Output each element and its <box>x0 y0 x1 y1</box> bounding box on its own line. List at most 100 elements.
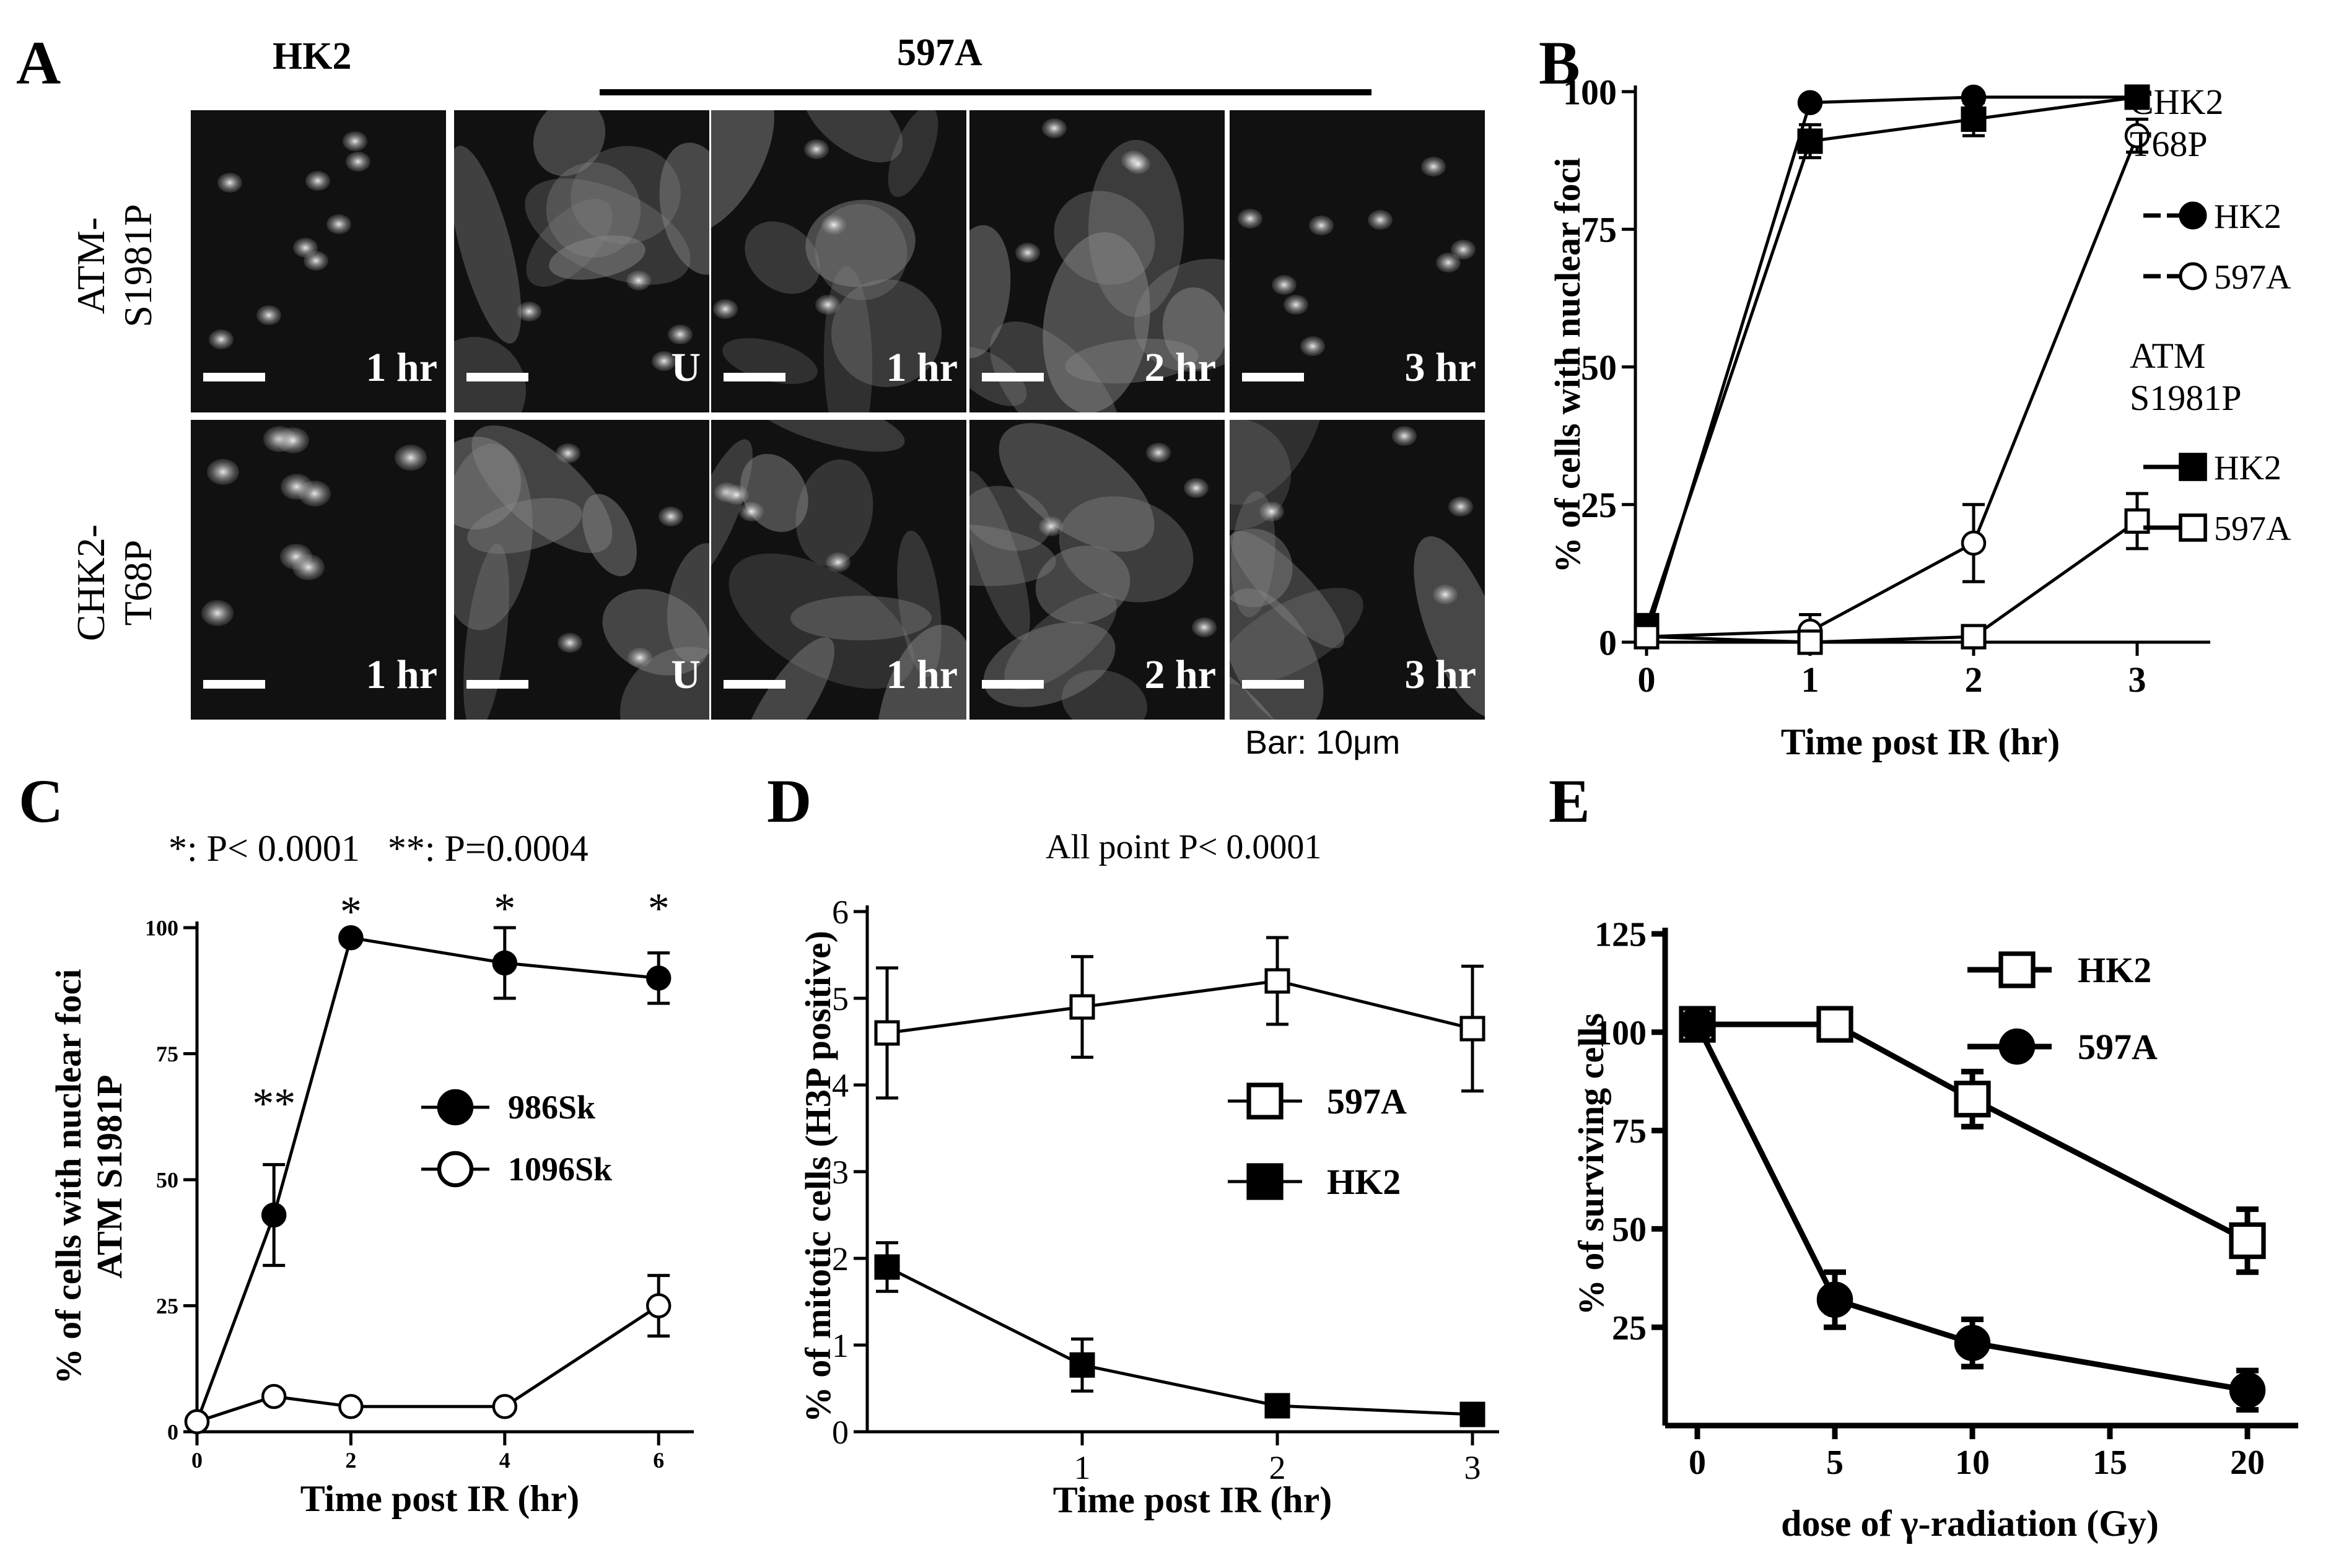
legend-item: 597A <box>2143 510 2291 548</box>
micrograph-r2-c4: 2 hr <box>969 420 1225 720</box>
y-tick-label: 50 <box>1581 347 1617 388</box>
y-tick-label: 100 <box>1595 1014 1647 1052</box>
legend-label: HK2 <box>2078 950 2151 990</box>
y-tick-label: 75 <box>156 1042 178 1066</box>
panel-letter-c: C <box>19 767 64 835</box>
micrograph-label: 1 hr <box>365 652 438 697</box>
y-axis-label: % of cells with nuclear foci <box>48 969 89 1385</box>
micrograph-label: U <box>671 652 701 697</box>
legend-marker <box>2179 262 2207 290</box>
legend-group-title: ATM <box>2130 336 2205 376</box>
panel-d-pvalue: All point P< 0.0001 <box>1046 828 1322 866</box>
y-axis-label: % of cells with nuclear foci <box>1547 158 1588 573</box>
scale-bar <box>203 680 265 689</box>
y-tick-label: 50 <box>1612 1211 1647 1249</box>
header-597a: 597A <box>897 32 982 74</box>
series-line <box>1694 1023 2248 1393</box>
panel-letter-e: E <box>1549 767 1590 835</box>
micrograph-r1-c2: U <box>454 110 709 412</box>
legend-marker <box>437 1151 474 1188</box>
scale-bar <box>203 373 265 381</box>
chart-b: 0 25 50 75 100 0 1 2 3 Time post IR (hr) % of cell… <box>1547 72 2291 762</box>
x-tick-label: 2 <box>1965 660 1983 700</box>
significance-marker: * <box>494 885 515 933</box>
header-hk2: HK2 <box>273 35 352 77</box>
chart-e: 2550751001250510152025dose of γ-radiatio… <box>1571 916 2298 1544</box>
x-tick-label: 2 <box>345 1448 356 1473</box>
legend-group-title: S1981P <box>2130 378 2242 418</box>
scale-bar <box>1242 373 1304 381</box>
y-axis-label: % of surviving cells <box>1571 1013 1611 1315</box>
data-point <box>645 1293 671 1318</box>
data-point <box>645 965 671 991</box>
legend-group-title: T68P <box>2130 124 2208 164</box>
panel-letter-d: D <box>767 767 812 835</box>
y-tick-label: 0 <box>1599 622 1617 663</box>
y-tick-label: 25 <box>156 1294 178 1318</box>
significance-marker: ** <box>252 1080 295 1128</box>
legend-item: 597A <box>1228 1081 1407 1122</box>
y-tick-label: 25 <box>1581 485 1617 525</box>
legend-label: 597A <box>2214 510 2291 548</box>
data-point <box>1954 1325 1991 1361</box>
x-tick-label: 3 <box>2128 660 2146 700</box>
x-tick-label: 10 <box>1955 1444 1990 1482</box>
micrograph-label: 1 hr <box>365 345 438 390</box>
y-tick-label: 100 <box>1563 72 1617 112</box>
data-point <box>261 1383 287 1409</box>
legend-item: 597A <box>2143 258 2291 297</box>
data-point <box>1961 530 1987 556</box>
panel-c-pvalues: *: P< 0.0001 **: P=0.0004 <box>168 828 588 869</box>
data-point <box>1634 624 1660 650</box>
legend-group-title: CHK2 <box>2130 82 2223 122</box>
x-tick-label: 5 <box>1826 1444 1844 1482</box>
y-tick-label: 1 <box>832 1327 849 1364</box>
data-point <box>1816 1281 1853 1318</box>
legend-label: HK2 <box>1327 1162 1401 1202</box>
data-point <box>2124 84 2150 110</box>
series-b-1 <box>1634 84 2150 650</box>
series-d-2 <box>874 1241 1485 1427</box>
series-line <box>1646 520 2138 644</box>
x-tick-label: 20 <box>2230 1444 2265 1482</box>
micrograph-label: 2 hr <box>1144 652 1217 697</box>
legend-item: 597A <box>1967 1027 2158 1067</box>
legend-marker <box>1246 1082 1284 1120</box>
data-point <box>2229 1372 2266 1409</box>
scale-bar-label: Bar: 10μm <box>1245 724 1401 761</box>
legend-item: HK2 <box>2143 198 2281 236</box>
data-point <box>1797 629 1823 655</box>
series-e-2 <box>1679 1006 2266 1413</box>
series-line <box>886 979 1473 1035</box>
micrograph-r2-c3: 1 hr <box>711 420 966 720</box>
micrograph-r2-c5: 3 hr <box>1230 420 1485 720</box>
x-tick-label: 6 <box>653 1448 664 1473</box>
y-tick-label: 2 <box>832 1240 849 1278</box>
data-point <box>1459 1016 1485 1042</box>
x-axis-label: Time post IR (hr) <box>1053 1479 1332 1520</box>
x-tick-label: 1 <box>1801 660 1819 700</box>
x-tick-label: 0 <box>1689 1444 1706 1482</box>
legend-label: 1096Sk <box>508 1151 612 1188</box>
x-tick-label: 1 <box>1074 1449 1091 1486</box>
legend-marker <box>1246 1163 1284 1200</box>
data-point <box>184 1409 210 1434</box>
y-axis-label: % of mitotic cells (H3P positive) <box>798 931 838 1422</box>
series-d-1 <box>874 936 1485 1100</box>
y-axis-label: ATM S1981P <box>89 1074 129 1278</box>
scale-bar <box>982 680 1044 689</box>
data-point <box>1459 1401 1485 1427</box>
legend-item: HK2 <box>2143 449 2281 487</box>
significance-marker: * <box>648 885 670 933</box>
y-tick-label: 4 <box>832 1067 849 1104</box>
micrograph-r1-c3: 1 hr <box>711 110 966 412</box>
scale-bar <box>724 680 785 689</box>
data-point <box>492 950 518 976</box>
legend-item: HK2 <box>1967 950 2151 990</box>
data-point <box>1797 128 1823 154</box>
y-tick-label: 3 <box>832 1154 849 1191</box>
legend-label: 597A <box>2078 1027 2158 1067</box>
